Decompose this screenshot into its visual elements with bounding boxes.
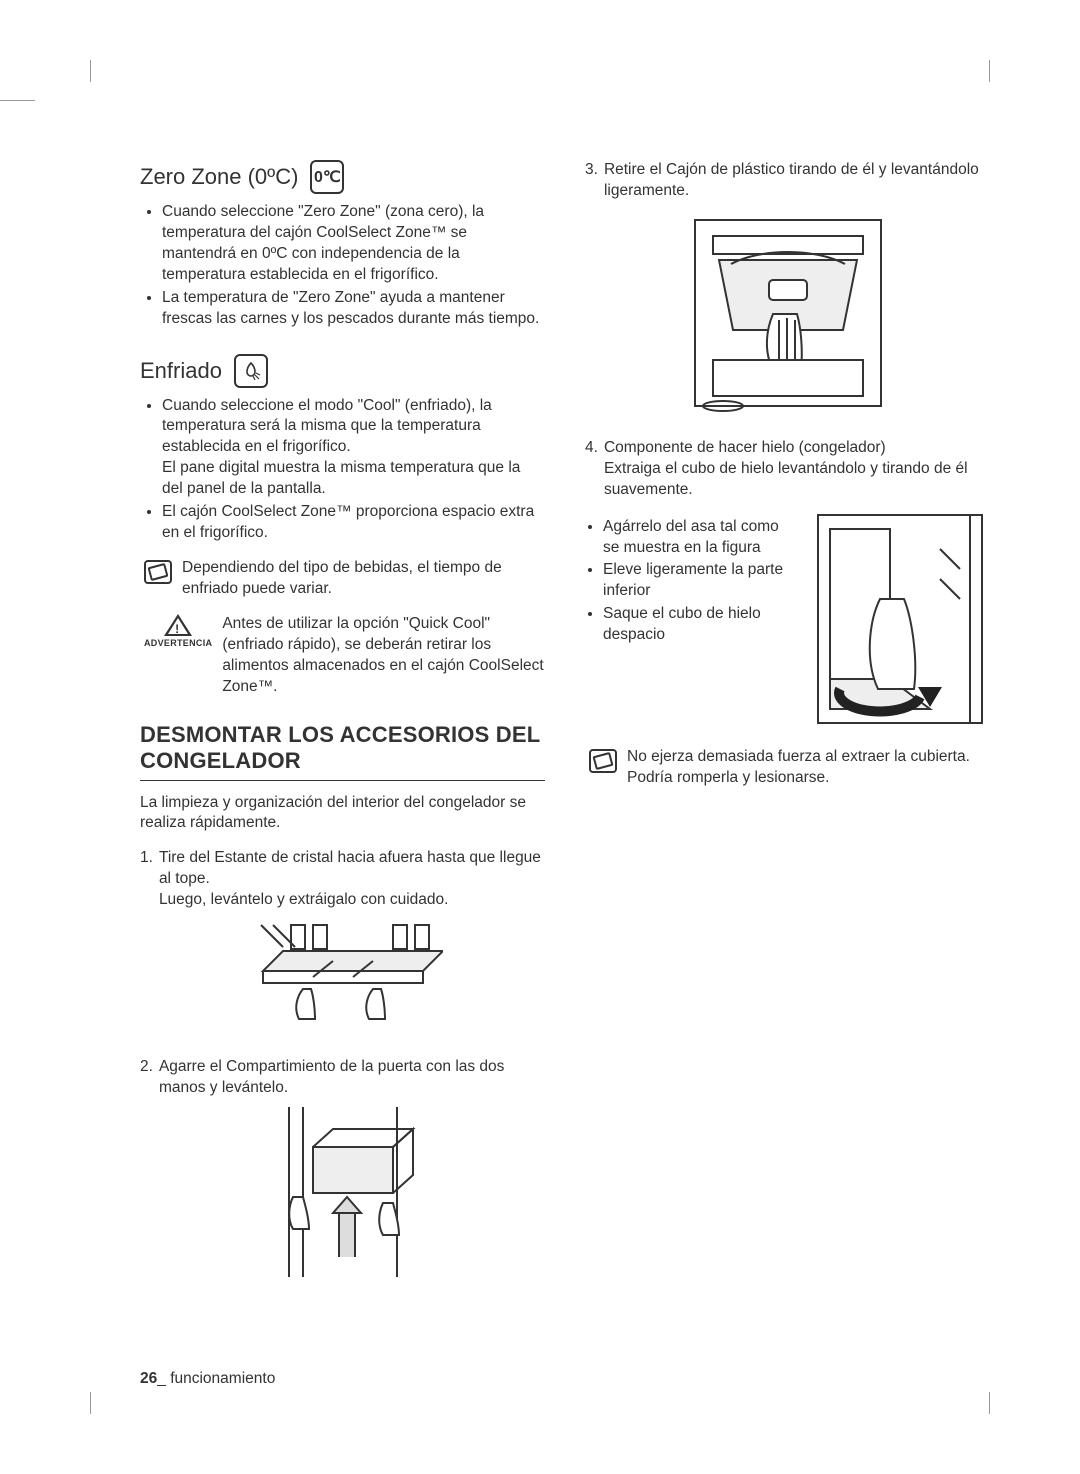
glass-shelf-illustration — [243, 919, 443, 1039]
plastic-drawer-illustration — [683, 210, 893, 420]
zero-degree-icon: 0℃ — [310, 160, 344, 194]
note-icon — [589, 749, 617, 773]
left-column: Zero Zone (0ºC) 0℃ Cuando seleccione "Ze… — [140, 160, 545, 1295]
list-item: Eleve ligeramente la parte inferior — [603, 560, 796, 602]
list-item: Saque el cubo de hielo despacio — [603, 604, 796, 646]
warning-icon: ! ADVERTENCIA — [144, 614, 212, 648]
section-heading: DESMONTAR LOS ACCESORIOS DEL CONGELADOR — [140, 722, 545, 781]
step-1: 1. Tire del Estante de cristal hacia afu… — [140, 848, 545, 911]
section-intro: La limpieza y organización del interior … — [140, 793, 545, 835]
cool-mode-icon — [234, 354, 268, 388]
warning-text: Antes de utilizar la opción "Quick Cool"… — [222, 614, 545, 698]
step-3: 3. Retire el Cajón de plástico tirando d… — [585, 160, 990, 202]
footer-label: funcionamiento — [170, 1370, 275, 1387]
list-item: Cuando seleccione "Zero Zone" (zona cero… — [162, 202, 545, 286]
ice-maker-block: Agárrelo del asa tal como se muestra en … — [585, 509, 990, 729]
ice-bucket-illustration — [810, 509, 990, 729]
note-icon — [144, 560, 172, 584]
note-text: Dependiendo del tipo de bebidas, el tiem… — [182, 558, 545, 600]
zero-zone-bullets: Cuando seleccione "Zero Zone" (zona cero… — [140, 202, 545, 330]
zero-zone-title: Zero Zone (0ºC) — [140, 164, 298, 190]
zero-zone-heading: Zero Zone (0ºC) 0℃ — [140, 160, 545, 194]
page-footer: 26_ funcionamiento — [140, 1370, 275, 1388]
page-number: 26 — [140, 1370, 157, 1387]
enfriado-heading: Enfriado — [140, 354, 545, 388]
right-column: 3. Retire el Cajón de plástico tirando d… — [585, 160, 990, 1295]
list-item: Cuando seleccione el modo "Cool" (enfria… — [162, 396, 545, 501]
list-item: El cajón CoolSelect Zone™ proporciona es… — [162, 502, 545, 544]
list-item: Agárrelo del asa tal como se muestra en … — [603, 517, 796, 559]
note-block: Dependiendo del tipo de bebidas, el tiem… — [140, 558, 545, 600]
step-2: 2. Agarre el Compartimiento de la puerta… — [140, 1057, 545, 1099]
enfriado-title: Enfriado — [140, 358, 222, 384]
manual-page: Zero Zone (0ºC) 0℃ Cuando seleccione "Ze… — [0, 60, 1080, 1414]
step-4: 4. Componente de hacer hielo (congelador… — [585, 438, 990, 501]
note-text: No ejerza demasiada fuerza al extraer la… — [627, 747, 990, 789]
ice-bullets: Agárrelo del asa tal como se muestra en … — [585, 517, 796, 649]
list-item: La temperatura de "Zero Zone" ayuda a ma… — [162, 288, 545, 330]
enfriado-bullets: Cuando seleccione el modo "Cool" (enfria… — [140, 396, 545, 544]
note-block: No ejerza demasiada fuerza al extraer la… — [585, 747, 990, 789]
door-compartment-illustration — [243, 1107, 443, 1277]
warning-block: ! ADVERTENCIA Antes de utilizar la opció… — [140, 614, 545, 698]
